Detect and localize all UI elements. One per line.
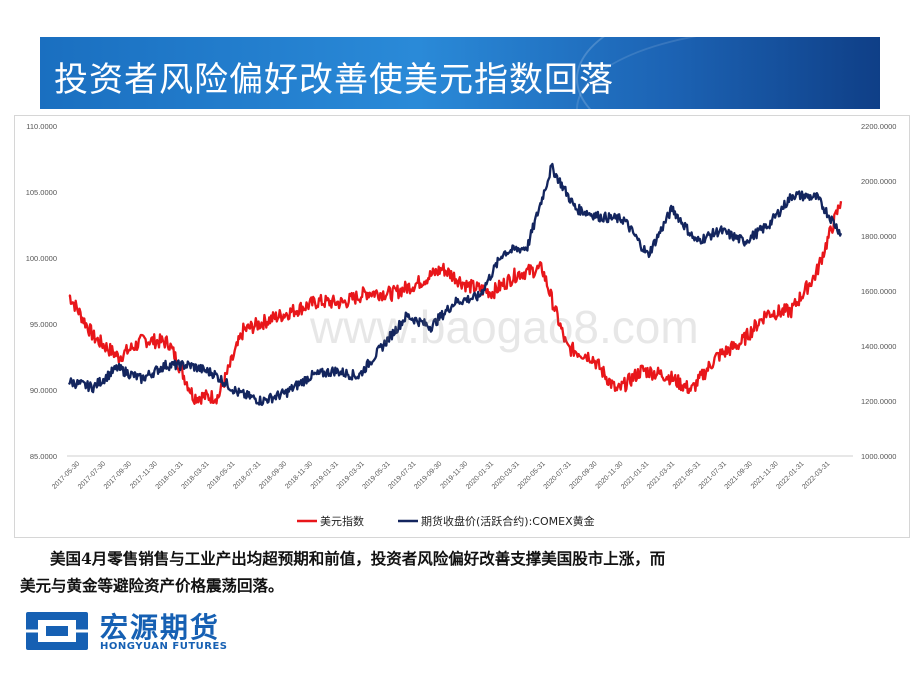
- x-axis-tick-labels: 2017-05-302017-07-302017-09-302017-11-30…: [51, 460, 831, 490]
- chart-legend: 美元指数 期货收盘价(活跃合约):COMEX黄金: [297, 514, 595, 528]
- right-tick-label: 1000.0000: [861, 452, 896, 461]
- title-banner: 投资者风险偏好改善使美元指数回落: [40, 37, 880, 109]
- right-tick-label: 2000.0000: [861, 177, 896, 186]
- chart-area: 85.0000 90.0000 95.0000 100.0000 105.0000 110…: [14, 115, 910, 538]
- right-tick-label: 1400.0000: [861, 342, 896, 351]
- left-tick-label: 110.0000: [26, 122, 57, 131]
- left-tick-label: 95.0000: [30, 320, 57, 329]
- banner-decoration: [576, 37, 880, 109]
- usd-index-line: [68, 201, 843, 405]
- left-axis-tick-labels: 85.0000 90.0000 95.0000 100.0000 105.0000 110…: [26, 122, 57, 461]
- series-lines: [67, 162, 843, 407]
- company-name: 宏源期货: [100, 611, 221, 644]
- left-tick-label: 100.0000: [26, 254, 57, 263]
- right-tick-label: 1600.0000: [861, 287, 896, 296]
- caption-text: 美国4月零售销售与工业产出均超预期和前值，投资者风险偏好改善支撑美国股市上涨，而…: [20, 545, 900, 599]
- watermark-text: www.baogao8.com: [310, 301, 699, 353]
- x-tick-label: 2022-03-31: [801, 460, 831, 490]
- legend-label-usd: 美元指数: [320, 514, 364, 528]
- company-logo-icon: [26, 612, 88, 650]
- legend-label-gold: 期货收盘价(活跃合约):COMEX黄金: [421, 514, 595, 528]
- right-tick-label: 1800.0000: [861, 232, 896, 241]
- left-tick-label: 105.0000: [26, 188, 57, 197]
- caption-line-2: 美元与黄金等避险资产价格震荡回落。: [20, 576, 284, 595]
- right-axis-tick-labels: 1000.0000 1200.0000 1400.0000 1600.0000 1800…: [861, 122, 896, 461]
- dual-axis-line-chart: 85.0000 90.0000 95.0000 100.0000 105.0000 110…: [26, 122, 897, 528]
- caption-line-1: 美国4月零售销售与工业产出均超预期和前值，投资者风险偏好改善支撑美国股市上涨，而: [50, 549, 666, 568]
- right-tick-label: 1200.0000: [861, 397, 896, 406]
- page-title: 投资者风险偏好改善使美元指数回落: [54, 60, 614, 100]
- right-tick-label: 2200.0000: [861, 122, 896, 131]
- left-tick-label: 90.0000: [30, 386, 57, 395]
- left-tick-label: 85.0000: [30, 452, 57, 461]
- comex-gold-line: [67, 162, 843, 407]
- company-name-en: HONGYUAN FUTURES: [100, 641, 228, 652]
